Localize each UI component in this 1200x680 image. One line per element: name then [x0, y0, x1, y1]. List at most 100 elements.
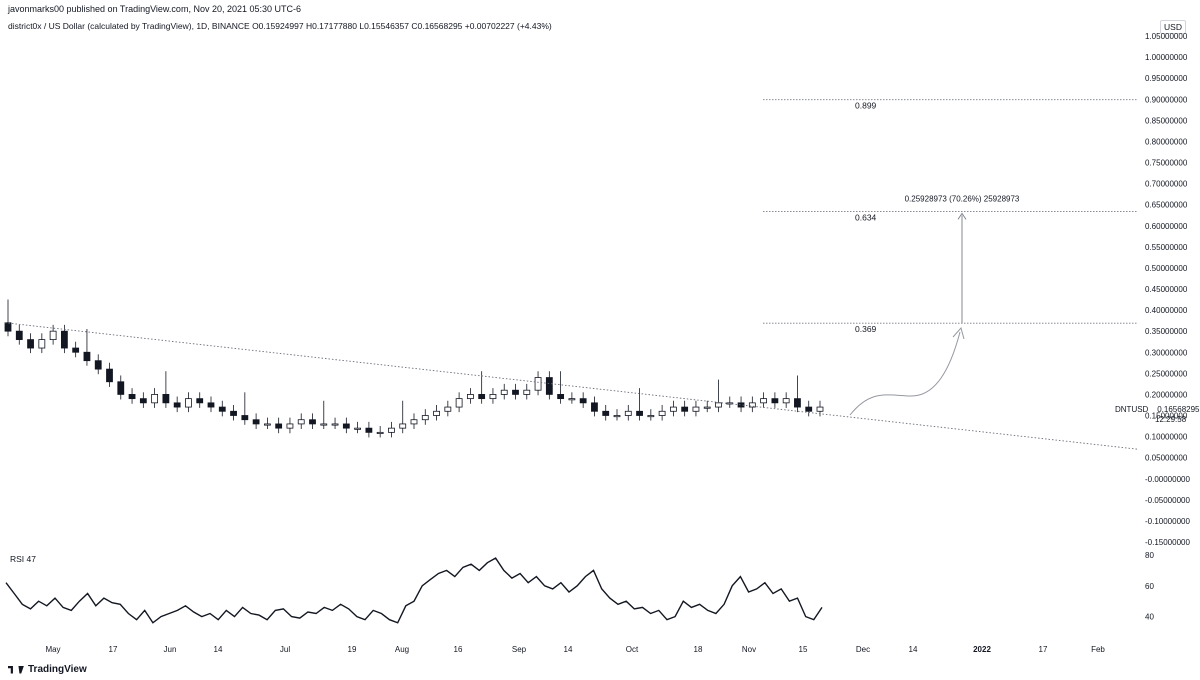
candle-body	[692, 406, 700, 412]
price-tick-label: 0.45000000	[1145, 285, 1188, 294]
rsi-tick-label: 40	[1145, 613, 1154, 622]
time-tick-label: Aug	[395, 645, 409, 654]
candle-body	[794, 398, 801, 408]
candle-body	[49, 330, 57, 340]
candle-body	[636, 410, 643, 416]
currency-badge[interactable]: USD	[1160, 20, 1186, 34]
price-tick-label: 0.55000000	[1145, 243, 1188, 252]
price-tick-label: 0.90000000	[1145, 95, 1188, 104]
tv-logo-icon-part	[18, 665, 24, 674]
candle-body	[38, 339, 46, 349]
projection-curve	[849, 331, 961, 416]
rsi-tick-label: 80	[1145, 551, 1154, 560]
price-tick-label: 0.10000000	[1145, 433, 1188, 442]
candle-body	[218, 406, 226, 412]
price-tick-label: 0.30000000	[1145, 348, 1188, 357]
candle-body	[241, 415, 249, 421]
candle-body	[737, 402, 745, 408]
time-tick-label: Dec	[856, 645, 870, 654]
price-tick-label: 0.85000000	[1145, 116, 1188, 125]
measure-arrowhead	[957, 212, 967, 220]
candle-body	[489, 394, 497, 400]
time-tick-label: 19	[348, 645, 357, 654]
candle-body	[354, 427, 362, 430]
time-tick-label: Jul	[280, 645, 290, 654]
price-tick-label: 0.80000000	[1145, 137, 1188, 146]
rsi-label: RSI 47	[10, 554, 36, 564]
footer-brand: TradingView	[28, 664, 87, 675]
candle-body	[703, 406, 711, 409]
price-tick-label: 0.75000000	[1145, 159, 1188, 168]
price-tick-label: 0.05000000	[1145, 454, 1188, 463]
fib-level-label: 0.369	[855, 324, 877, 334]
price-tick-label: 0.50000000	[1145, 264, 1188, 273]
price-tag: DNTUSD 0.16568295 12:29:58	[1115, 405, 1200, 425]
rsi-axis: 80 60 40	[1145, 551, 1154, 622]
price-tick-label: 1.05000000	[1145, 32, 1188, 41]
candle-body	[545, 377, 553, 395]
candle-body	[444, 406, 452, 412]
candle-body	[94, 360, 102, 370]
candle-body	[658, 410, 666, 416]
candle-body	[410, 419, 418, 425]
price-tag-symbol: DNTUSD	[1115, 405, 1149, 414]
time-tick-label: 14	[909, 645, 918, 654]
candle-body	[309, 419, 316, 425]
candle-body	[27, 339, 34, 349]
candle-body	[782, 398, 790, 404]
candle-body	[455, 398, 463, 408]
price-tag-value: 0.16568295	[1157, 405, 1200, 414]
candle-body	[512, 389, 519, 395]
candle-body	[624, 410, 632, 416]
candle-body	[185, 398, 192, 408]
candle-body	[421, 415, 429, 421]
candle-body	[331, 423, 339, 426]
trendline	[4, 322, 1139, 450]
time-tick-label: 16	[454, 645, 463, 654]
candle-body	[715, 402, 722, 408]
candle-body	[139, 398, 147, 404]
price-tick-label: 0.40000000	[1145, 306, 1188, 315]
price-tick-label: 0.20000000	[1145, 390, 1188, 399]
candle-body	[263, 423, 271, 426]
time-tick-label: 15	[799, 645, 808, 654]
candle-body	[83, 351, 91, 362]
fib-level-label: 0.899	[855, 101, 877, 111]
publisher-line: javonmarks00 published on TradingView.co…	[8, 4, 302, 14]
candle-body	[365, 427, 373, 433]
symbol-legend: district0x / US Dollar (calculated by Tr…	[8, 21, 552, 31]
projection-arrowhead	[952, 326, 965, 340]
candle-body	[579, 398, 587, 404]
time-tick-label: Feb	[1091, 645, 1105, 654]
candle-body	[320, 423, 328, 426]
time-tick-label: 17	[1039, 645, 1048, 654]
candle-body	[568, 398, 576, 401]
candle-body	[602, 410, 610, 416]
candle-body	[230, 410, 237, 416]
price-tick-label: 0.60000000	[1145, 222, 1188, 231]
measure-label: 0.25928973 (70.26%) 25928973	[905, 194, 1020, 203]
price-tick-label: 0.25000000	[1145, 369, 1188, 378]
candle-body	[252, 419, 260, 425]
candle-body	[128, 394, 136, 400]
time-tick-label: Jun	[164, 645, 177, 654]
candle-body	[816, 406, 824, 412]
candle-body	[771, 398, 779, 404]
candle-body	[388, 427, 395, 433]
time-tick-label: Sep	[512, 645, 527, 654]
price-tick-label: -0.05000000	[1145, 496, 1190, 505]
candle-body	[669, 406, 677, 412]
price-tick-label: 1.00000000	[1145, 53, 1188, 62]
time-tick-label: 14	[564, 645, 573, 654]
tv-logo-icon	[8, 665, 13, 674]
rsi-line	[5, 557, 823, 624]
candle-body	[478, 394, 486, 400]
tradingview-logo[interactable]: TradingView	[8, 664, 87, 675]
candle-body	[466, 394, 474, 400]
candle-body	[297, 419, 305, 425]
candle-body	[207, 402, 215, 408]
candle-body	[760, 398, 768, 404]
candle-body	[4, 322, 12, 332]
price-tick-label: -0.10000000	[1145, 517, 1190, 526]
